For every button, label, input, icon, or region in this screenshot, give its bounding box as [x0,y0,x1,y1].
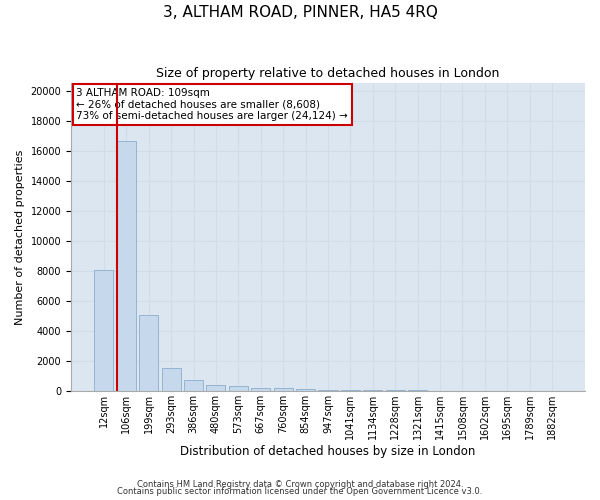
Title: Size of property relative to detached houses in London: Size of property relative to detached ho… [157,68,500,80]
Bar [274,388,293,390]
Text: 3 ALTHAM ROAD: 109sqm
← 26% of detached houses are smaller (8,608)
73% of semi-d: 3 ALTHAM ROAD: 109sqm ← 26% of detached … [76,88,348,121]
Bar [296,389,315,390]
X-axis label: Distribution of detached houses by size in London: Distribution of detached houses by size … [181,444,476,458]
Bar [184,380,203,390]
Bar [139,315,158,390]
Bar [117,142,136,390]
Bar [229,386,248,390]
Y-axis label: Number of detached properties: Number of detached properties [15,149,25,324]
Text: 3, ALTHAM ROAD, PINNER, HA5 4RQ: 3, ALTHAM ROAD, PINNER, HA5 4RQ [163,5,437,20]
Bar [161,368,181,390]
Text: Contains HM Land Registry data © Crown copyright and database right 2024.: Contains HM Land Registry data © Crown c… [137,480,463,489]
Bar [251,388,271,390]
Bar [206,385,226,390]
Bar [94,270,113,390]
Text: Contains public sector information licensed under the Open Government Licence v3: Contains public sector information licen… [118,487,482,496]
